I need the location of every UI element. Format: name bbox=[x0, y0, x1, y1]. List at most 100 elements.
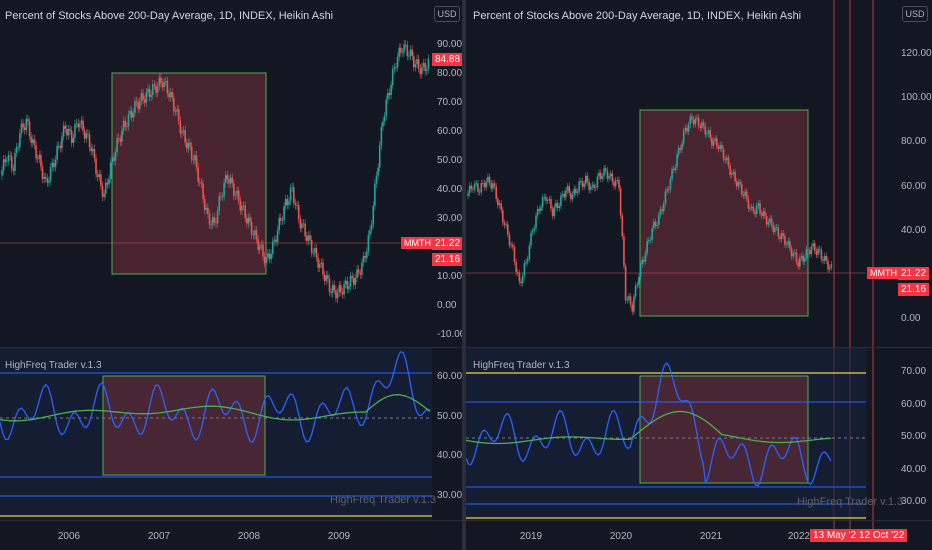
right-candle bbox=[573, 188, 575, 195]
right-candle bbox=[608, 176, 610, 179]
left-candle bbox=[372, 205, 375, 225]
left-ind-label-0: 60.00 bbox=[437, 371, 462, 382]
right-highlight-box bbox=[639, 109, 809, 317]
right-candle bbox=[588, 182, 590, 190]
right-candle bbox=[692, 119, 695, 125]
right-currency-button[interactable]: USD bbox=[902, 6, 928, 22]
right-candle bbox=[802, 255, 804, 262]
right-candle bbox=[803, 258, 806, 262]
left-candle bbox=[335, 290, 337, 299]
right-candle bbox=[603, 168, 605, 177]
right-candle bbox=[561, 193, 564, 196]
right-candle bbox=[575, 188, 577, 194]
right-candle bbox=[623, 236, 625, 267]
right-candle bbox=[523, 263, 526, 276]
left-ind-label-1: 50.00 bbox=[437, 410, 462, 422]
right-candle bbox=[815, 250, 818, 255]
left-candle bbox=[226, 175, 229, 180]
left-candle bbox=[59, 145, 62, 149]
right-candle bbox=[704, 125, 707, 135]
right-candle bbox=[737, 182, 740, 187]
right-candle bbox=[621, 215, 624, 237]
left-price-chart[interactable] bbox=[0, 0, 432, 345]
right-candle bbox=[485, 181, 488, 188]
left-candle bbox=[173, 97, 175, 112]
right-candle bbox=[818, 248, 821, 250]
right-price-chart[interactable] bbox=[466, 0, 866, 345]
left-candle bbox=[135, 101, 138, 103]
left-candle bbox=[301, 223, 303, 229]
left-candle bbox=[400, 47, 402, 53]
right-candle bbox=[618, 179, 620, 189]
left-candle bbox=[179, 120, 182, 134]
left-candle bbox=[330, 291, 332, 293]
right-candle bbox=[580, 180, 582, 182]
right-candle bbox=[759, 203, 761, 214]
left-candle bbox=[398, 47, 400, 57]
left-candle bbox=[75, 123, 78, 125]
left-candle bbox=[36, 158, 39, 160]
right-candle bbox=[653, 221, 655, 229]
left-candle bbox=[168, 93, 170, 98]
right-candle bbox=[712, 140, 715, 146]
panel-divider[interactable] bbox=[462, 0, 466, 550]
left-candle bbox=[211, 217, 214, 225]
right-candle bbox=[686, 127, 688, 132]
left-candle bbox=[134, 101, 136, 113]
right-candle bbox=[507, 224, 509, 235]
left-candle bbox=[82, 120, 84, 131]
right-candle bbox=[624, 266, 627, 301]
left-candle bbox=[270, 253, 272, 260]
right-symbol-tag: MMTH bbox=[867, 267, 900, 279]
right-candle bbox=[480, 183, 483, 193]
left-candle bbox=[246, 218, 248, 224]
left-candle bbox=[91, 148, 94, 152]
left-candle bbox=[229, 177, 232, 184]
left-candle bbox=[406, 45, 409, 56]
right-candle bbox=[530, 232, 532, 246]
right-candle bbox=[586, 175, 589, 183]
right-candle bbox=[626, 299, 629, 301]
left-candle bbox=[391, 69, 394, 86]
right-candle bbox=[521, 275, 524, 284]
right-time-label-3: 2022 bbox=[787, 531, 811, 542]
right-time-label-0: 2019 bbox=[519, 531, 543, 542]
left-candle bbox=[189, 142, 191, 147]
right-candle bbox=[669, 179, 672, 190]
left-candle bbox=[385, 99, 388, 117]
left-candle bbox=[101, 185, 104, 197]
left-candle bbox=[160, 77, 162, 84]
left-pane-separator[interactable] bbox=[0, 347, 462, 348]
left-candle bbox=[106, 182, 109, 185]
left-candle bbox=[263, 256, 266, 264]
right-candle bbox=[697, 117, 700, 127]
left-candle bbox=[302, 223, 305, 225]
left-candle bbox=[286, 199, 289, 205]
left-candle bbox=[284, 199, 287, 207]
left-candle bbox=[296, 205, 298, 206]
right-candle bbox=[614, 180, 617, 187]
left-candle bbox=[307, 235, 310, 242]
right-pane-separator[interactable] bbox=[466, 347, 932, 348]
right-chart-panel[interactable]: Percent of Stocks Above 200-Day Average,… bbox=[466, 0, 932, 550]
left-candle bbox=[33, 139, 36, 146]
left-candle bbox=[364, 256, 366, 259]
right-candle bbox=[651, 228, 653, 240]
right-candle bbox=[654, 221, 657, 226]
left-candle bbox=[27, 118, 29, 122]
left-indicator-watermark: HighFreq Trader v.1.3 bbox=[330, 494, 437, 506]
left-candle bbox=[393, 67, 396, 70]
left-currency-button[interactable]: USD bbox=[434, 6, 460, 22]
left-price-label-1: 80.00 bbox=[437, 68, 462, 79]
left-candle bbox=[359, 273, 362, 275]
right-candle bbox=[591, 184, 594, 187]
left-time-label-1: 2007 bbox=[147, 531, 171, 542]
right-indicator-chart[interactable] bbox=[466, 348, 866, 520]
right-candle bbox=[515, 261, 517, 273]
left-indicator-chart[interactable] bbox=[0, 348, 432, 520]
right-candle bbox=[676, 154, 678, 168]
right-candle bbox=[563, 193, 566, 198]
right-candle bbox=[739, 182, 741, 185]
left-chart-panel[interactable]: Percent of Stocks Above 200-Day Average,… bbox=[0, 0, 462, 550]
left-candle bbox=[181, 131, 183, 134]
